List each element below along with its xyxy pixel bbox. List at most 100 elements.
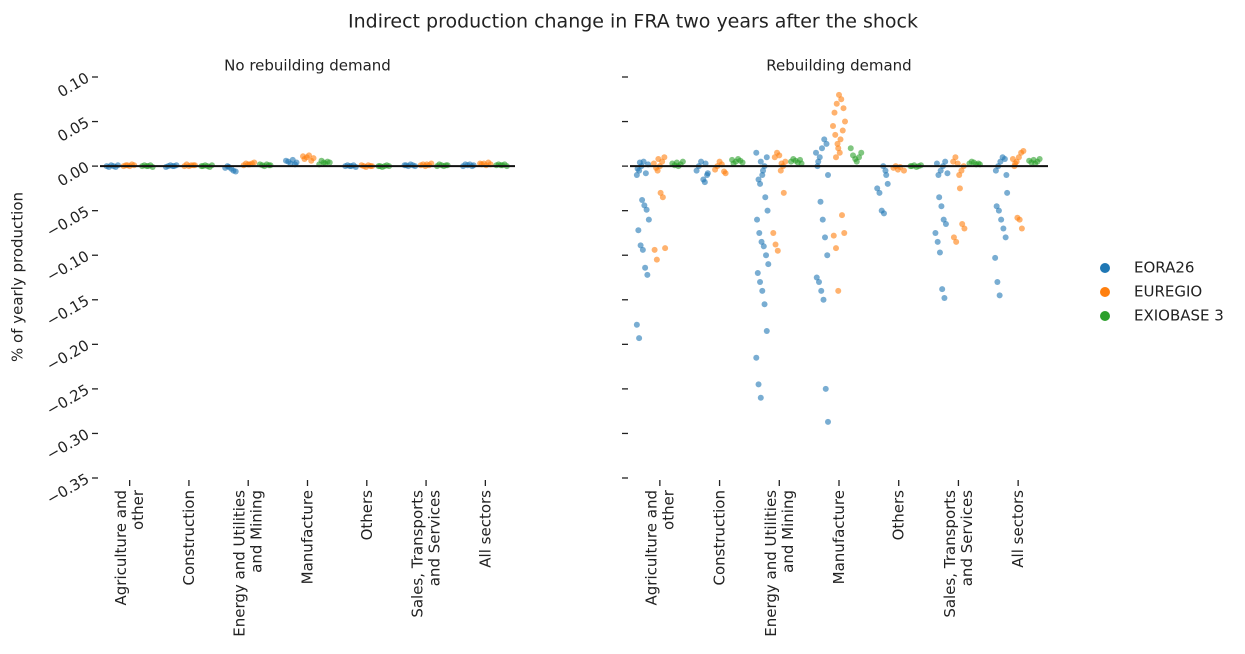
point <box>232 168 239 175</box>
point <box>961 225 968 232</box>
point <box>320 159 327 166</box>
x-tick-label: Others <box>357 490 375 541</box>
point <box>797 156 804 163</box>
point <box>770 229 777 236</box>
point <box>655 155 662 162</box>
point <box>780 189 787 196</box>
point <box>758 238 765 245</box>
point <box>832 131 839 138</box>
point <box>763 327 770 334</box>
point <box>776 152 783 159</box>
point <box>942 221 949 228</box>
point <box>813 274 820 281</box>
point <box>633 172 640 179</box>
y-tick-label: −0.10 <box>43 247 92 286</box>
point <box>1016 216 1023 223</box>
point <box>834 140 841 147</box>
y-tick-label: −0.15 <box>43 292 92 331</box>
x-tick-label: All sectors <box>476 490 494 568</box>
point <box>661 154 668 161</box>
point <box>956 185 963 192</box>
point <box>992 254 999 261</box>
point <box>1030 156 1037 163</box>
point <box>764 207 771 214</box>
x-tick-label: Sales, Transportsand Services <box>408 490 443 618</box>
point <box>777 167 784 174</box>
point <box>673 159 680 166</box>
y-tick-label: 0.10 <box>54 69 92 101</box>
y-tick-label: −0.20 <box>43 336 92 375</box>
point <box>289 156 296 163</box>
point <box>839 212 845 219</box>
y-tick-label: −0.30 <box>43 425 92 464</box>
point <box>975 160 982 167</box>
point <box>756 229 763 236</box>
point <box>822 234 828 241</box>
point <box>934 238 941 245</box>
point <box>729 156 736 163</box>
point <box>833 100 840 107</box>
point <box>937 167 944 174</box>
point <box>820 296 827 303</box>
panel-title: Rebuilding demand <box>766 57 911 75</box>
point <box>428 160 435 167</box>
point <box>838 96 845 103</box>
point <box>821 136 828 143</box>
point <box>831 109 838 116</box>
point <box>830 232 837 239</box>
point <box>662 245 669 252</box>
point <box>759 172 766 179</box>
x-tick-label: Manufacture <box>298 490 316 584</box>
point <box>1004 189 1011 196</box>
point <box>942 158 949 165</box>
point <box>757 394 764 401</box>
point <box>940 216 947 223</box>
point <box>1018 225 1025 232</box>
point <box>936 249 943 256</box>
point <box>634 165 641 172</box>
point <box>1009 155 1016 162</box>
legend-label: EXIOBASE 3 <box>1134 307 1224 325</box>
point <box>754 270 761 277</box>
y-tick-label: 0.05 <box>54 113 92 145</box>
point <box>839 127 846 134</box>
point <box>761 301 768 308</box>
point <box>753 149 760 156</box>
point <box>822 385 829 392</box>
x-tick-label: Energy and Utilitiesand Mining <box>230 490 265 637</box>
point <box>833 154 839 161</box>
point <box>778 160 785 167</box>
point <box>759 287 766 294</box>
point <box>698 158 705 165</box>
point <box>823 140 830 147</box>
point <box>635 227 642 234</box>
x-tick-label: Manufacture <box>830 490 848 584</box>
point <box>702 160 709 167</box>
y-tick-label: −0.25 <box>43 381 92 420</box>
point <box>840 105 847 112</box>
point <box>835 287 842 294</box>
point <box>939 286 946 293</box>
legend-marker <box>1100 287 1110 297</box>
point <box>251 159 258 166</box>
point <box>755 381 762 388</box>
point <box>818 287 825 294</box>
point <box>636 335 643 342</box>
point <box>1012 160 1019 167</box>
point <box>765 261 772 268</box>
point <box>880 210 887 217</box>
point <box>933 160 940 167</box>
point <box>651 246 658 253</box>
point <box>633 321 640 328</box>
point <box>858 149 865 156</box>
point <box>739 159 746 166</box>
point <box>841 229 848 236</box>
point <box>825 172 831 179</box>
point <box>952 154 959 161</box>
point <box>760 167 767 174</box>
point <box>992 167 999 174</box>
point <box>938 203 945 210</box>
point <box>636 159 643 166</box>
point <box>639 246 646 253</box>
